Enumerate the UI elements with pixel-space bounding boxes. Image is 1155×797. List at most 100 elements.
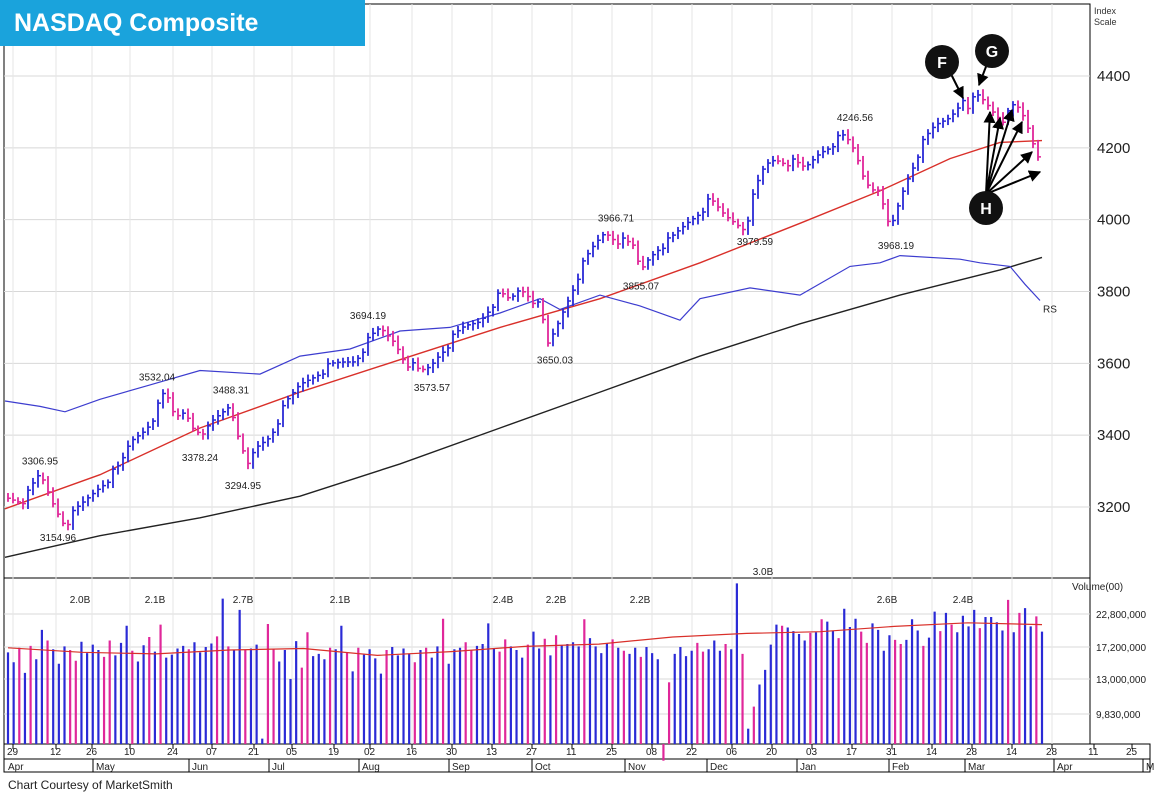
marker-circle bbox=[925, 45, 959, 79]
price-tick-label: 3200 bbox=[1097, 499, 1130, 516]
date-tick-label: 17 bbox=[846, 747, 858, 758]
marker-f-arrow bbox=[950, 73, 964, 100]
price-annotation: 3154.96 bbox=[40, 533, 77, 544]
marker-h-arrow bbox=[983, 110, 996, 195]
volume-annotation: 2.6B bbox=[877, 595, 898, 606]
volume-tick-label: 22,800,000 bbox=[1096, 610, 1146, 621]
marker-h-arrow bbox=[985, 108, 1015, 195]
ma-200-line bbox=[4, 256, 1043, 558]
date-tick-label: 20 bbox=[766, 747, 778, 758]
volume-annotation: 2.2B bbox=[630, 595, 651, 606]
volume-tick-label: 9,830,000 bbox=[1096, 710, 1141, 721]
month-label: Apr bbox=[1057, 762, 1073, 773]
marker-g-arrow bbox=[977, 63, 989, 87]
month-label: Dec bbox=[710, 762, 728, 773]
date-tick-label: 19 bbox=[328, 747, 340, 758]
date-tick-label: 29 bbox=[7, 747, 19, 758]
price-annotation: 3966.71 bbox=[598, 214, 635, 225]
price-annotation: 3855.07 bbox=[623, 282, 660, 293]
month-label: M bbox=[1146, 762, 1154, 773]
price-annotation: 3979.59 bbox=[737, 237, 774, 248]
date-tick-label: 11 bbox=[1088, 747, 1099, 758]
date-tick-label: 06 bbox=[726, 747, 738, 758]
price-annotation: 3294.95 bbox=[225, 481, 262, 492]
volume-tick-label: 17,200,000 bbox=[1096, 643, 1146, 654]
volume-average-line bbox=[7, 622, 1043, 657]
date-tick-label: 27 bbox=[526, 747, 538, 758]
moving-average-lines bbox=[4, 139, 1043, 657]
month-label: Mar bbox=[968, 762, 986, 773]
price-annotation: 3378.24 bbox=[182, 453, 219, 464]
marker-label: H bbox=[980, 201, 992, 218]
date-tick-label: 05 bbox=[286, 747, 298, 758]
month-label: Feb bbox=[892, 762, 910, 773]
marker-label: F bbox=[937, 55, 947, 72]
price-tick-label: 4200 bbox=[1097, 140, 1130, 157]
annotations: 2.0B 2.1B 2.7B 2.1B 2.4B 2.2B 2.2B 3.0B 2.6B 2.4B… bbox=[22, 34, 1057, 606]
price-tick-label: 3800 bbox=[1097, 284, 1130, 301]
date-tick-label: 28 bbox=[1046, 747, 1058, 758]
price-tick-label: 3400 bbox=[1097, 427, 1130, 444]
ma-50-line bbox=[4, 139, 1043, 510]
month-label: Oct bbox=[535, 762, 551, 773]
price-annotation: 4246.56 bbox=[837, 113, 874, 124]
date-tick-label: 10 bbox=[124, 747, 136, 758]
volume-annotation: 2.2B bbox=[546, 595, 567, 606]
date-tick-label: 12 bbox=[50, 747, 62, 758]
price-tick-label: 3600 bbox=[1097, 355, 1130, 372]
price-tick-label: 4000 bbox=[1097, 212, 1130, 229]
month-label: Nov bbox=[628, 762, 646, 773]
price-annotation: 3573.57 bbox=[414, 383, 451, 394]
marker-label: G bbox=[986, 44, 998, 61]
rs-label: RS bbox=[1043, 304, 1057, 315]
volume-axis-title: Volume(00) bbox=[1072, 582, 1123, 593]
rs-line bbox=[4, 254, 1041, 413]
grid bbox=[4, 4, 1090, 744]
chart-title: NASDAQ Composite bbox=[0, 0, 365, 46]
date-tick-label: 08 bbox=[646, 747, 658, 758]
date-tick-label: 25 bbox=[1126, 747, 1138, 758]
date-tick-label: 24 bbox=[167, 747, 179, 758]
marker-h-arrow bbox=[985, 116, 1004, 195]
month-label: Jan bbox=[800, 762, 816, 773]
price-annotation: 3650.03 bbox=[537, 355, 574, 366]
month-label: Jun bbox=[192, 762, 208, 773]
marker-h-arrow bbox=[985, 170, 1042, 195]
date-tick-label: 14 bbox=[926, 747, 938, 758]
month-label: Aug bbox=[362, 762, 380, 773]
volume-annotation: 2.1B bbox=[145, 595, 166, 606]
volume-annotation: 2.4B bbox=[953, 595, 974, 606]
price-annotation: 3532.04 bbox=[139, 372, 176, 383]
date-tick-label: 30 bbox=[446, 747, 458, 758]
volume-annotation: 3.0B bbox=[753, 567, 774, 578]
date-tick-label: 13 bbox=[486, 747, 498, 758]
volume-annotation: 2.7B bbox=[233, 595, 254, 606]
date-tick-label: 11 bbox=[566, 747, 577, 758]
date-tick-label: 14 bbox=[1006, 747, 1018, 758]
date-tick-label: 21 bbox=[248, 747, 260, 758]
volume-annotation: 2.1B bbox=[330, 595, 351, 606]
date-tick-label: 07 bbox=[206, 747, 218, 758]
date-tick-label: 02 bbox=[364, 747, 376, 758]
marker-h-arrow bbox=[985, 151, 1033, 195]
volume-bars bbox=[6, 583, 1044, 761]
date-tick-label: 26 bbox=[86, 747, 98, 758]
price-tick-label: 4400 bbox=[1097, 68, 1130, 85]
date-tick-label: 28 bbox=[966, 747, 978, 758]
price-bars bbox=[7, 89, 1041, 531]
date-tick-label: 31 bbox=[886, 747, 898, 758]
month-label: Sep bbox=[452, 762, 470, 773]
date-tick-label: 25 bbox=[606, 747, 618, 758]
volume-tick-label: 13,000,000 bbox=[1096, 675, 1146, 686]
price-annotation: 3306.95 bbox=[22, 457, 59, 468]
price-annotation: 3488.31 bbox=[213, 386, 250, 397]
volume-annotation: 2.0B bbox=[70, 595, 91, 606]
date-axis-frame bbox=[3, 743, 1151, 773]
date-tick-label: 22 bbox=[686, 747, 698, 758]
date-tick-label: 03 bbox=[806, 747, 818, 758]
index-scale-label: Scale bbox=[1094, 17, 1117, 27]
marker-circle bbox=[975, 34, 1009, 68]
month-label: Jul bbox=[272, 762, 285, 773]
month-label: Apr bbox=[8, 762, 24, 773]
